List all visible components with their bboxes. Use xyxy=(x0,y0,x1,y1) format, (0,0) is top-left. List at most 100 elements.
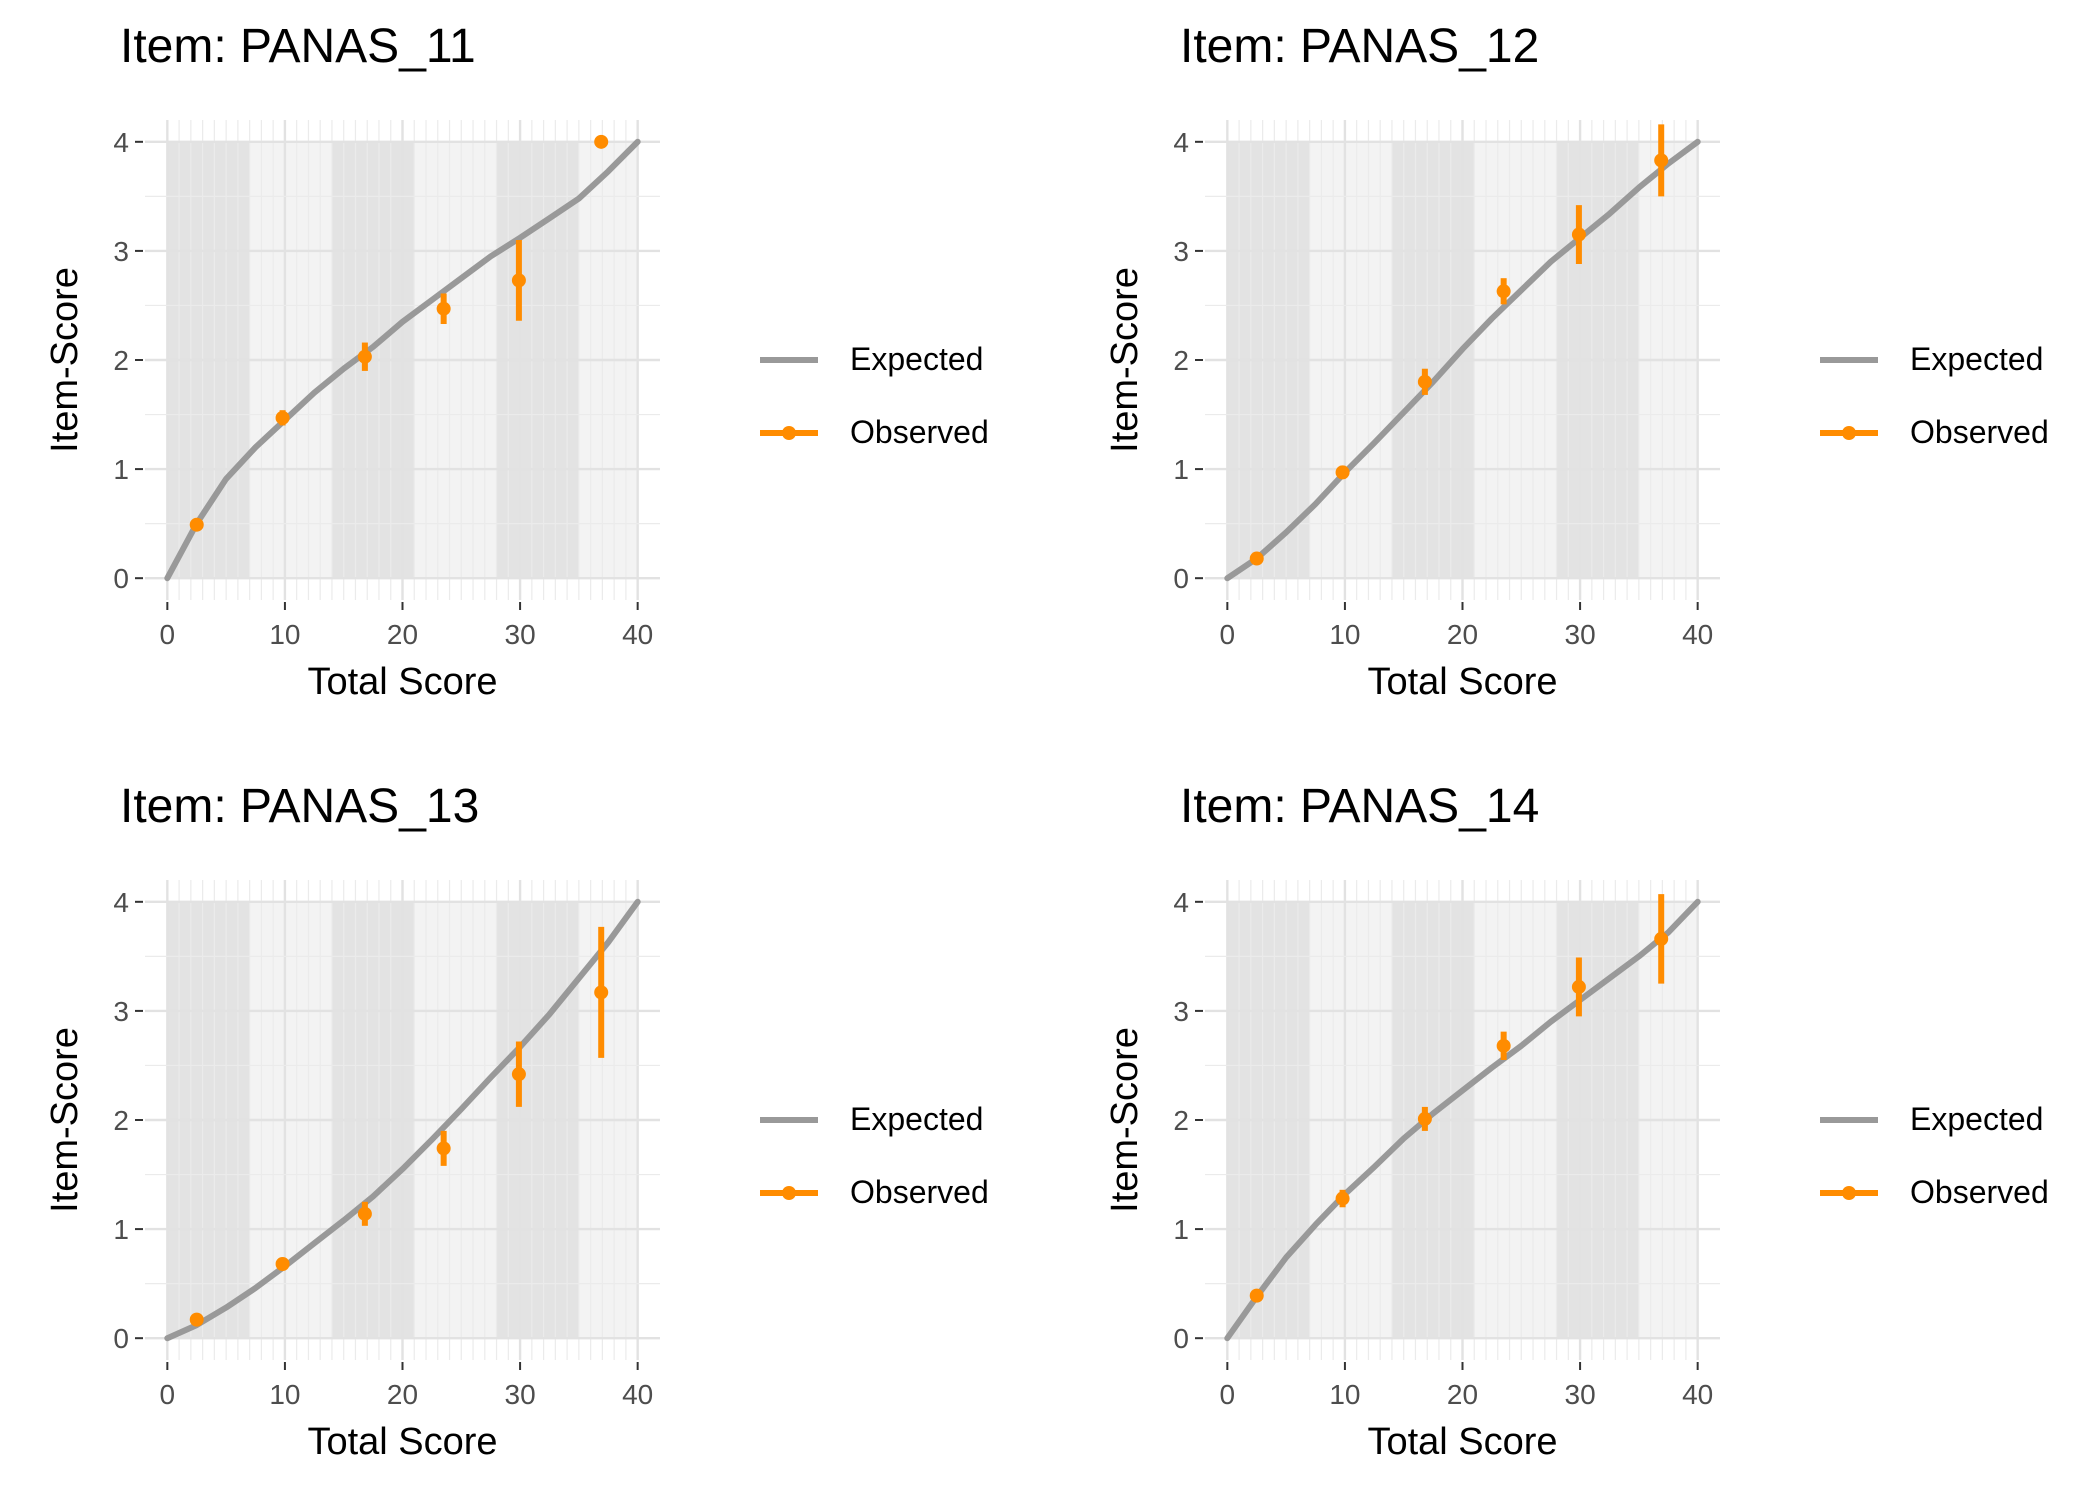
observed-marker xyxy=(1571,227,1586,242)
legend-observed-label: Observed xyxy=(850,414,989,450)
legend-observed-dot xyxy=(1842,426,1856,440)
observed-point-4 xyxy=(1496,1031,1511,1060)
chart-title: Item: PANAS_11 xyxy=(120,20,476,73)
observed-marker xyxy=(275,1257,290,1271)
chart-title: Item: PANAS_14 xyxy=(1180,780,1539,833)
legend-observed-label: Observed xyxy=(1910,414,2049,450)
observed-marker xyxy=(594,985,609,1000)
legend-expected-label: Expected xyxy=(850,341,983,377)
observed-point-5 xyxy=(511,1041,526,1107)
y-tick-label: 2 xyxy=(113,345,129,376)
observed-marker xyxy=(1335,465,1350,480)
x-tick-label: 30 xyxy=(1565,1379,1596,1410)
observed-point-5 xyxy=(511,240,526,321)
x-axis-title: Total Score xyxy=(1367,1421,1557,1463)
observed-point-3 xyxy=(357,1201,372,1226)
x-tick-label: 10 xyxy=(1329,619,1360,650)
expected-curve xyxy=(164,898,641,1342)
y-tick-label: 1 xyxy=(1173,454,1189,485)
observed-marker xyxy=(1571,979,1586,994)
y-tick-label: 3 xyxy=(1173,996,1189,1027)
expected-curve xyxy=(164,138,641,582)
observed-marker xyxy=(1496,1038,1511,1053)
y-tick-label: 1 xyxy=(1173,1214,1189,1245)
y-axis-title: Item-Score xyxy=(44,1027,86,1213)
x-tick-label: 40 xyxy=(1682,1379,1713,1410)
legend-observed-label: Observed xyxy=(850,1174,989,1210)
observed-marker xyxy=(436,301,451,316)
observed-marker xyxy=(1417,374,1432,389)
legend-observed-dot xyxy=(782,426,796,440)
observed-marker xyxy=(1496,284,1511,299)
observed-point-6 xyxy=(1654,124,1669,197)
chart-title: Item: PANAS_13 xyxy=(120,780,479,833)
observed-point-6 xyxy=(1654,894,1669,984)
x-tick-label: 30 xyxy=(505,1379,536,1410)
legend-expected-label: Expected xyxy=(850,1101,983,1137)
legend-expected-label: Expected xyxy=(1910,341,2043,377)
y-axis-title: Item-Score xyxy=(1104,267,1146,453)
observed-marker xyxy=(189,517,204,532)
x-tick-label: 20 xyxy=(1447,1379,1478,1410)
observed-marker xyxy=(1335,1191,1350,1206)
y-axis-title: Item-Score xyxy=(44,267,86,453)
x-tick-label: 40 xyxy=(622,1379,653,1410)
observed-point-6 xyxy=(594,926,609,1058)
y-tick-label: 0 xyxy=(113,1323,129,1354)
x-tick-label: 0 xyxy=(1220,619,1236,650)
observed-point-3 xyxy=(1417,1106,1432,1131)
observed-point-1 xyxy=(1249,551,1264,566)
legend-observed-label: Observed xyxy=(1910,1174,2049,1210)
x-tick-label: 40 xyxy=(1682,619,1713,650)
observed-point-2 xyxy=(275,1257,290,1271)
y-tick-label: 0 xyxy=(1173,563,1189,594)
observed-point-3 xyxy=(1417,368,1432,395)
expected-curve xyxy=(1224,138,1701,582)
y-tick-label: 3 xyxy=(113,236,129,267)
y-axis-title: Item-Score xyxy=(1104,1027,1146,1213)
y-tick-label: 2 xyxy=(113,1105,129,1136)
legend-observed-dot xyxy=(782,1186,796,1200)
x-tick-label: 20 xyxy=(387,619,418,650)
observed-point-2 xyxy=(1335,465,1350,480)
observed-marker xyxy=(436,1141,451,1156)
observed-marker xyxy=(1654,931,1669,946)
observed-point-6 xyxy=(594,134,609,149)
y-tick-label: 3 xyxy=(1173,236,1189,267)
y-tick-label: 0 xyxy=(113,563,129,594)
expected-curve xyxy=(1224,898,1701,1342)
legend-expected-label: Expected xyxy=(1910,1101,2043,1137)
x-tick-label: 10 xyxy=(269,619,300,650)
observed-point-3 xyxy=(357,342,372,371)
y-tick-label: 2 xyxy=(1173,1105,1189,1136)
y-tick-label: 2 xyxy=(1173,345,1189,376)
y-tick-label: 4 xyxy=(1173,127,1189,158)
observed-point-5 xyxy=(1571,957,1586,1017)
x-axis-title: Total Score xyxy=(307,661,497,703)
y-tick-label: 4 xyxy=(1173,887,1189,918)
y-tick-label: 4 xyxy=(113,127,129,158)
observed-marker xyxy=(1249,1288,1264,1303)
x-tick-label: 30 xyxy=(1565,619,1596,650)
y-tick-label: 0 xyxy=(1173,1323,1189,1354)
x-tick-label: 20 xyxy=(387,1379,418,1410)
chart-title: Item: PANAS_12 xyxy=(1180,20,1539,73)
x-tick-label: 10 xyxy=(1329,1379,1360,1410)
legend-observed-dot xyxy=(1842,1186,1856,1200)
observed-point-4 xyxy=(436,293,451,324)
observed-marker xyxy=(275,410,290,425)
y-tick-label: 3 xyxy=(113,996,129,1027)
x-tick-label: 0 xyxy=(1220,1379,1236,1410)
observed-point-4 xyxy=(436,1130,451,1166)
observed-point-1 xyxy=(189,517,204,532)
y-tick-label: 1 xyxy=(113,454,129,485)
x-tick-label: 20 xyxy=(1447,619,1478,650)
x-axis-title: Total Score xyxy=(1367,661,1557,703)
x-axis-title: Total Score xyxy=(307,1421,497,1463)
